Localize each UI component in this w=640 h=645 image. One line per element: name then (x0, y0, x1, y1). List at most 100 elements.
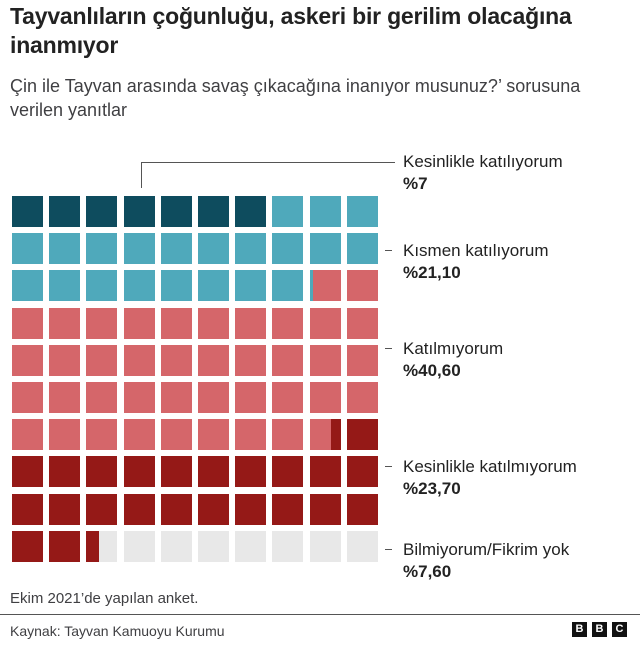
label-somewhat-agree: Kısmen katılıyorum %21,10 (403, 240, 638, 284)
waffle-square (86, 493, 118, 525)
waffle-square (309, 382, 341, 413)
waffle-square (123, 344, 155, 376)
waffle-square (12, 530, 43, 562)
waffle-square (346, 233, 378, 265)
source-text: Kaynak: Tayvan Kamuoyu Kurumu (10, 623, 225, 639)
waffle-square (272, 233, 304, 265)
waffle-square (86, 456, 118, 488)
waffle-square (198, 196, 229, 227)
waffle-square (160, 196, 192, 227)
waffle-square (235, 233, 267, 265)
waffle-square (198, 344, 229, 376)
waffle-square (309, 344, 341, 376)
waffle-square (309, 233, 341, 265)
waffle-square (309, 270, 341, 302)
waffle-square (86, 196, 118, 227)
waffle-square (160, 307, 192, 339)
chart-subtitle: Çin ile Tayvan arasında savaş çıkacağına… (10, 76, 581, 120)
bbc-logo-block: C (612, 622, 627, 637)
bbc-logo: B B C (572, 622, 627, 637)
label-name: Kesinlikle katılıyorum (403, 152, 563, 171)
label-strongly-agree: Kesinlikle katılıyorum %7 (403, 151, 638, 195)
waffle-square (160, 382, 192, 413)
label-name: Kesinlikle katılmıyorum (403, 457, 577, 476)
label-tick-strongly-disagree (385, 466, 392, 467)
waffle-square (160, 530, 192, 562)
waffle-square (49, 530, 81, 562)
waffle-square (49, 456, 81, 488)
waffle-square (49, 344, 81, 376)
waffle-square (346, 196, 378, 227)
waffle-square (309, 307, 341, 339)
survey-note: Ekim 2021’de yapılan anket. (10, 590, 199, 607)
waffle-square (272, 344, 304, 376)
waffle-square (12, 456, 43, 488)
waffle-square (49, 493, 81, 525)
label-name: Bilmiyorum/Fikrim yok (403, 540, 570, 559)
waffle-square (235, 382, 267, 413)
waffle-chart (12, 196, 379, 563)
waffle-square (309, 456, 341, 488)
waffle-square (272, 419, 304, 451)
label-tick-disagree (385, 348, 392, 349)
waffle-square (272, 493, 304, 525)
waffle-square (160, 233, 192, 265)
waffle-square (12, 307, 43, 339)
waffle-square (198, 233, 229, 265)
label-percent: %21,10 (403, 263, 461, 282)
waffle-square (346, 493, 378, 525)
waffle-square (123, 382, 155, 413)
label-percent: %7 (403, 174, 428, 193)
waffle-square (12, 233, 43, 265)
label-tick-somewhat-agree (385, 250, 392, 251)
waffle-square (123, 456, 155, 488)
waffle-square (160, 344, 192, 376)
chart-title: Tayvanlıların çoğunluğu, askeri bir geri… (10, 3, 572, 58)
waffle-square (160, 270, 192, 302)
waffle-square (123, 196, 155, 227)
waffle-square (160, 493, 192, 525)
waffle-square (309, 530, 341, 562)
waffle-square (49, 270, 81, 302)
waffle-square (235, 493, 267, 525)
waffle-square (235, 456, 267, 488)
label-percent: %23,70 (403, 479, 461, 498)
waffle-square (12, 270, 43, 302)
waffle-square (86, 344, 118, 376)
waffle-square (309, 493, 341, 525)
waffle-square (123, 530, 155, 562)
waffle-square (346, 307, 378, 339)
waffle-square (12, 493, 43, 525)
waffle-square (198, 382, 229, 413)
waffle-square (123, 419, 155, 451)
waffle-square (123, 493, 155, 525)
waffle-square (235, 270, 267, 302)
waffle-square (346, 530, 378, 562)
waffle-square (235, 419, 267, 451)
waffle-square (160, 456, 192, 488)
waffle-square (235, 196, 267, 227)
waffle-square (235, 530, 267, 562)
waffle-square (160, 419, 192, 451)
waffle-square (49, 382, 81, 413)
waffle-square (272, 196, 304, 227)
waffle-square (86, 382, 118, 413)
waffle-square (346, 344, 378, 376)
waffle-square (272, 530, 304, 562)
waffle-square (123, 233, 155, 265)
waffle-square (12, 344, 43, 376)
waffle-square (49, 196, 81, 227)
label-tick-dont-know (385, 549, 392, 550)
waffle-square (346, 270, 378, 302)
waffle-square (123, 270, 155, 302)
waffle-square (272, 382, 304, 413)
waffle-square (198, 530, 229, 562)
waffle-square (272, 307, 304, 339)
waffle-square (49, 307, 81, 339)
bbc-logo-block: B (592, 622, 607, 637)
waffle-square (198, 419, 229, 451)
waffle-square (86, 270, 118, 302)
label-dont-know: Bilmiyorum/Fikrim yok %7,60 (403, 539, 638, 583)
label-percent: %7,60 (403, 562, 452, 581)
waffle-square (198, 307, 229, 339)
